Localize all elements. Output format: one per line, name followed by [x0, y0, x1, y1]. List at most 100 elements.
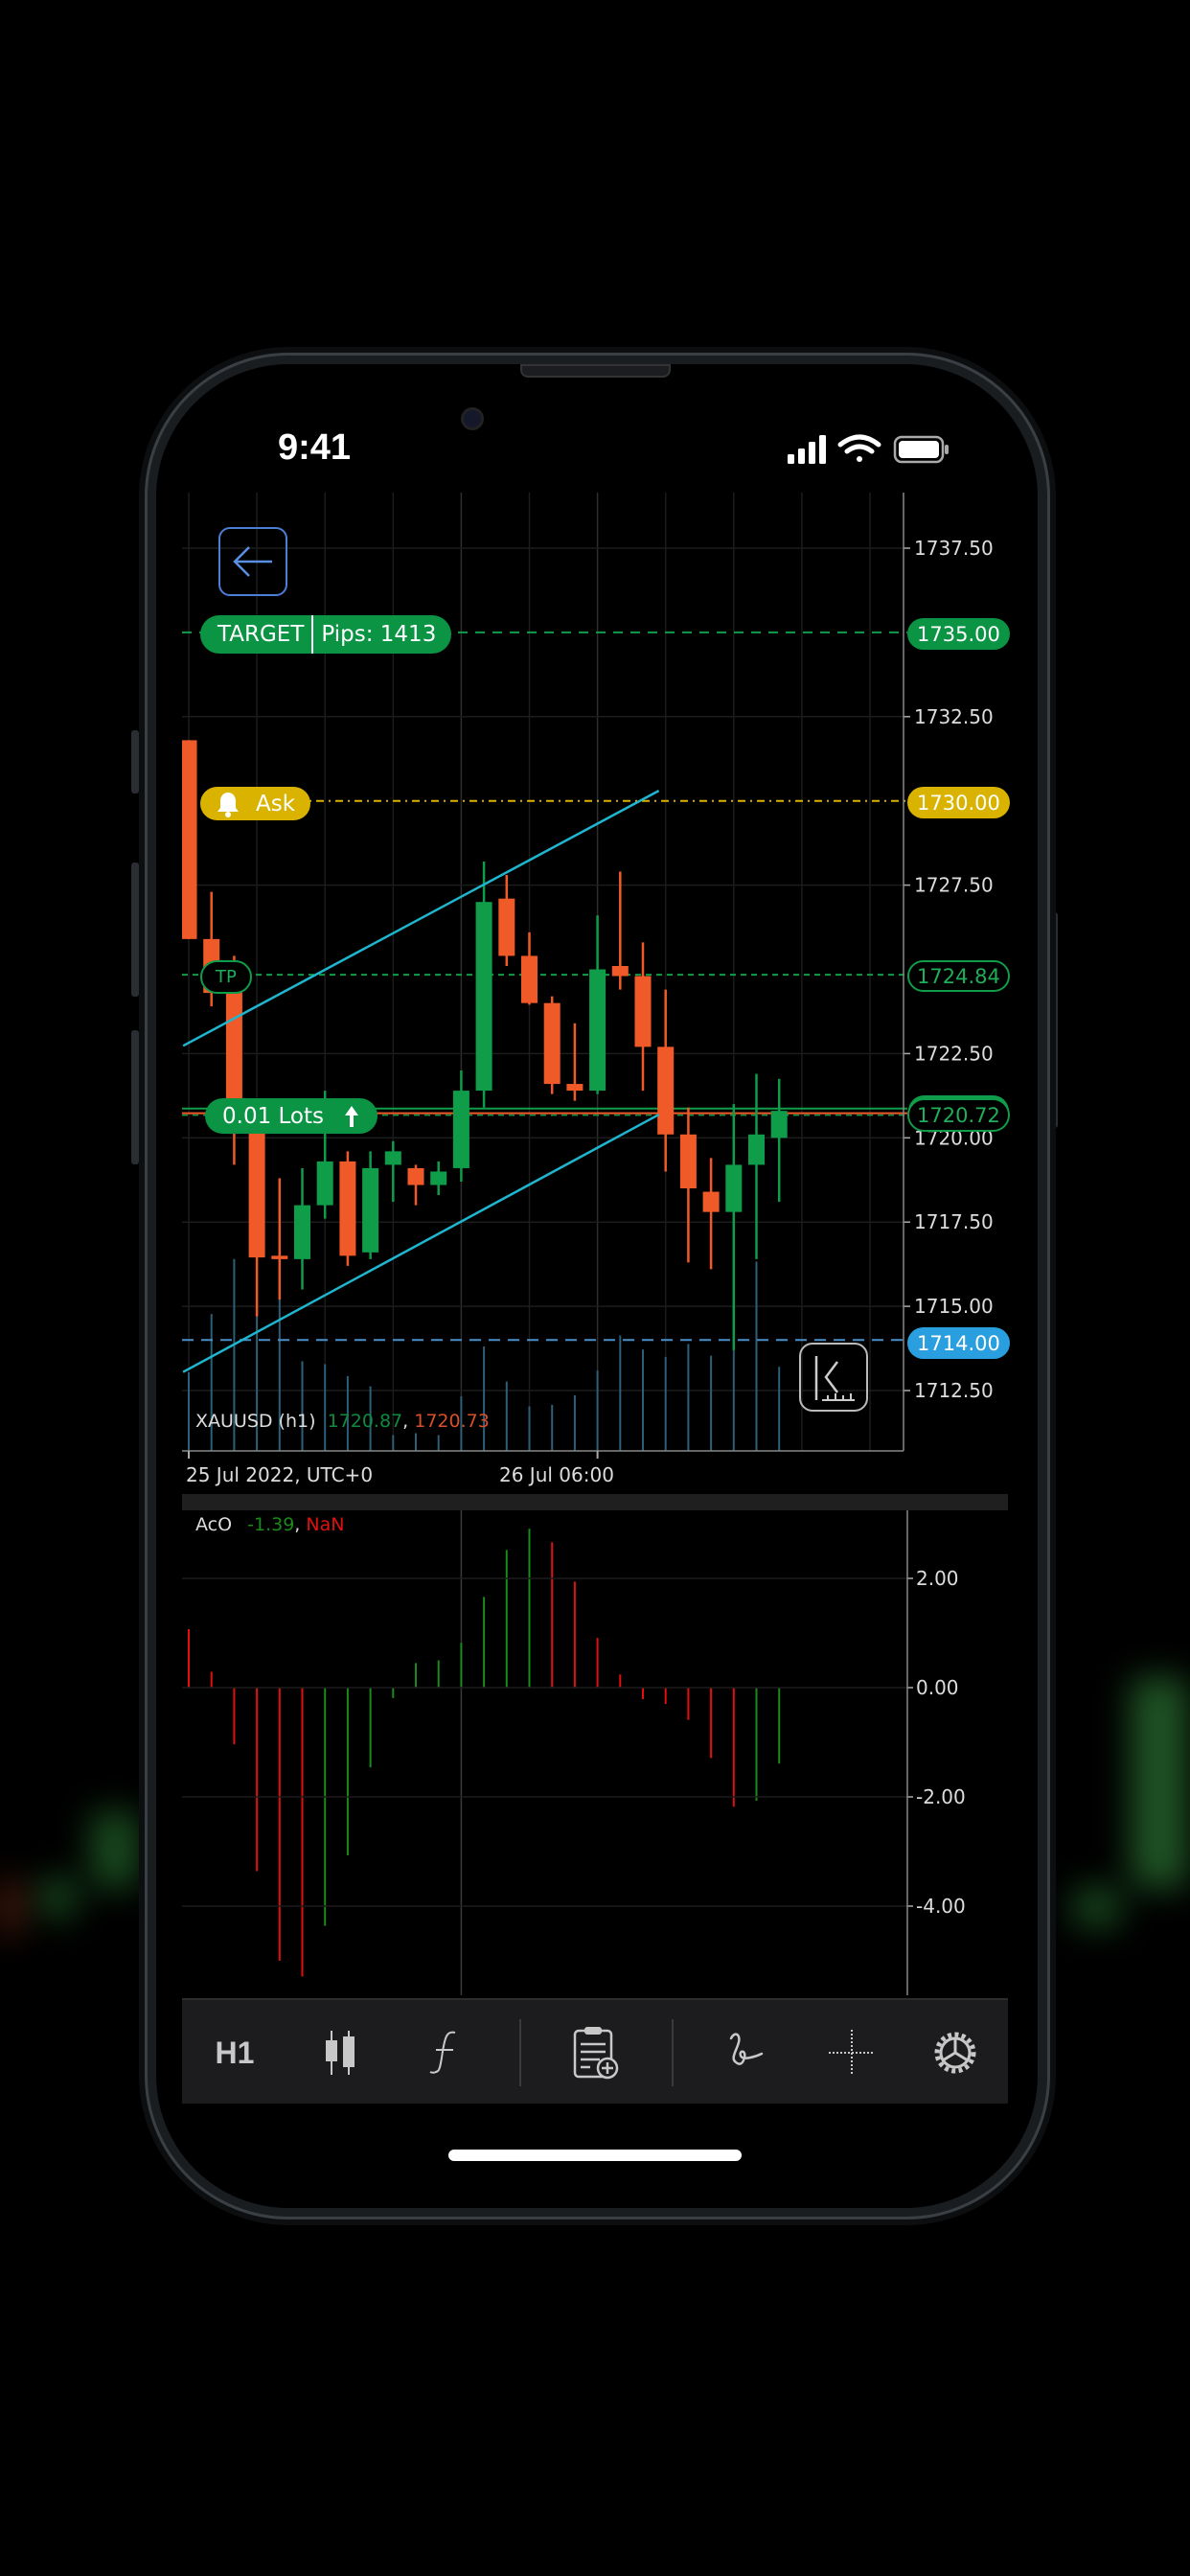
background-decoration	[1073, 1888, 1121, 1926]
trendlines[interactable]	[182, 790, 660, 1373]
battery-icon	[893, 435, 949, 464]
chart-type-button[interactable]	[302, 2000, 378, 2105]
indicator-value2: NaN	[306, 1514, 345, 1535]
price-tick-label: 1712.50	[914, 1379, 994, 1402]
scroll-to-latest-button[interactable]	[799, 1343, 868, 1412]
price-legend: XAUUSD (h1) 1720.87, 1720.73	[195, 1411, 490, 1432]
target-pill[interactable]: TARGET Pips: 1413	[200, 615, 452, 654]
target-price-label: 1735.00	[917, 622, 1000, 646]
ask-alert-pill[interactable]: Ask	[200, 787, 311, 820]
status-time: 9:41	[278, 427, 352, 468]
ask-label: Ask	[256, 791, 296, 816]
candle-body	[475, 902, 492, 1092]
candle-body	[498, 898, 515, 956]
tp-price-label: 1724.84	[917, 964, 1000, 988]
back-button[interactable]	[218, 527, 287, 596]
function-icon	[429, 2031, 456, 2074]
candle	[679, 1107, 697, 1263]
background-decoration	[91, 1811, 139, 1888]
settings-button[interactable]	[917, 2000, 994, 2105]
candle-body	[679, 1134, 697, 1189]
side-button	[131, 862, 139, 997]
candle-body	[294, 1205, 310, 1259]
home-indicator[interactable]	[448, 2150, 742, 2161]
candle	[634, 942, 652, 1092]
side-button	[1050, 912, 1058, 1128]
signal-icon	[788, 435, 826, 464]
candle	[770, 1078, 788, 1203]
price-tick-label: 1722.50	[914, 1042, 994, 1065]
candle	[271, 1178, 288, 1300]
bell-icon	[217, 792, 239, 817]
alert-price-badge: 1714.00	[907, 1327, 1010, 1359]
candle-body	[566, 1084, 584, 1092]
current-price-badge: 1720.72	[907, 1098, 1010, 1132]
candle-body	[452, 1091, 469, 1168]
trendline	[182, 790, 660, 1047]
bottom-toolbar: H1	[182, 1998, 1008, 2104]
candle-body	[634, 976, 652, 1047]
tp-label: TP	[216, 967, 237, 987]
price-tick-label: 1717.50	[914, 1210, 994, 1233]
candle-body	[770, 1111, 788, 1138]
camera	[461, 407, 484, 430]
price-axis: 1737.501732.501727.501722.501720.001717.…	[182, 493, 994, 1486]
candle	[182, 740, 197, 939]
price-tick-label: 1732.50	[914, 705, 994, 728]
candle	[725, 1104, 743, 1350]
candle	[748, 1073, 765, 1259]
candle	[339, 1151, 356, 1266]
candle-body	[339, 1161, 356, 1256]
toolbar-divider	[672, 2019, 674, 2086]
tp-pill[interactable]: TP	[200, 960, 252, 994]
candle-body	[182, 740, 197, 939]
candles	[182, 740, 788, 1350]
timeframe-button[interactable]: H1	[196, 2000, 273, 2105]
drawing-tools-button[interactable]	[707, 2000, 784, 2105]
candle	[611, 871, 629, 990]
candle	[702, 1158, 720, 1270]
candle-body	[521, 955, 538, 1003]
candle	[543, 996, 561, 1094]
indicator-bars	[188, 1529, 781, 1977]
candle-body	[248, 1120, 265, 1258]
toolbar-divider	[519, 2019, 521, 2086]
legend-ask: 1720.73	[414, 1411, 490, 1432]
indicators-button[interactable]	[405, 2000, 482, 2105]
indicator-value: -1.39	[247, 1514, 295, 1535]
position-pill[interactable]: 0.01 Lots	[205, 1098, 378, 1134]
indicator-tick-label: -4.00	[916, 1895, 966, 1918]
candle	[475, 861, 492, 1108]
candle	[566, 1023, 584, 1101]
candle-body	[543, 1002, 561, 1085]
scroll-to-latest-icon	[814, 1356, 855, 1401]
orders-button[interactable]	[558, 2000, 634, 2105]
ask-price-badge: 1730.00	[907, 787, 1010, 818]
trendline	[182, 1113, 660, 1373]
timeframe-label: H1	[215, 2035, 255, 2070]
legend-sep: ,	[402, 1411, 409, 1432]
candle-body	[362, 1167, 379, 1253]
candle-body	[657, 1046, 675, 1135]
legend-symbol: XAUUSD (h1)	[195, 1411, 316, 1432]
candle	[589, 915, 606, 1094]
pane-separator[interactable]	[182, 1494, 1008, 1510]
candle	[452, 1070, 469, 1183]
candle	[384, 1140, 401, 1203]
candle-body	[225, 969, 242, 1132]
target-label: TARGET	[217, 622, 305, 647]
candle-body	[589, 969, 606, 1092]
candle-body	[316, 1161, 333, 1206]
current-price-label: 1720.72	[917, 1103, 1000, 1127]
candle	[498, 875, 515, 966]
crosshair-button[interactable]	[813, 2000, 890, 2105]
target-pips: Pips: 1413	[321, 622, 437, 647]
candle-body	[271, 1255, 288, 1259]
candle	[521, 932, 538, 1005]
candle	[294, 1167, 310, 1290]
time-tick-label: 26 Jul 06:00	[499, 1463, 614, 1486]
price-levels	[182, 631, 907, 1342]
ask-price-label: 1730.00	[917, 791, 1000, 815]
pill-divider	[311, 615, 314, 654]
